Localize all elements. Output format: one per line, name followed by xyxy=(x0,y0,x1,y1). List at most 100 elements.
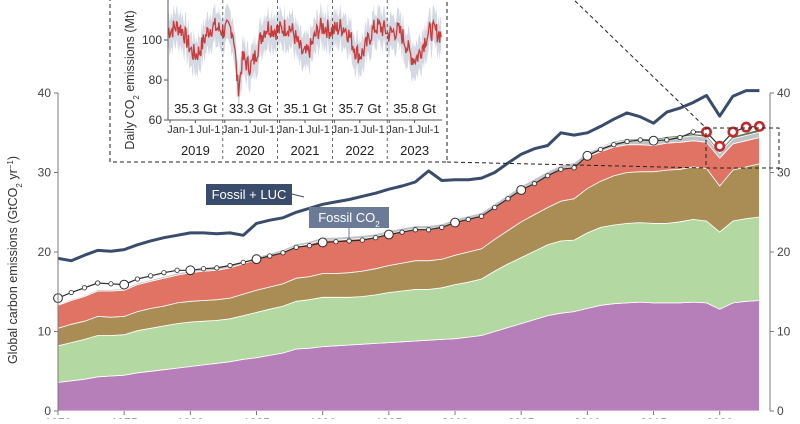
marker-2012 xyxy=(611,142,617,148)
marker-2006 xyxy=(531,181,538,187)
marker-open-2023 xyxy=(753,120,765,132)
inset-y-title-tail: emissions (Mt) xyxy=(123,10,137,95)
fossil-markers xyxy=(53,120,765,304)
marker-1981 xyxy=(200,266,207,272)
inset-y-axis-title: Daily CO2 emissions (Mt) xyxy=(123,10,141,149)
inset-month-label: Jul-1 xyxy=(196,124,220,136)
marker-2008 xyxy=(558,166,564,172)
y-tick-label-left: 40 xyxy=(38,86,52,100)
inset-month-label: Jan-1 xyxy=(167,124,195,136)
inset-y-tick-label: 100 xyxy=(142,33,162,47)
inset-connectors xyxy=(446,0,780,169)
y-tick-label-right: 30 xyxy=(777,166,791,180)
inset-year-label-2020: 2020 xyxy=(236,143,265,158)
marker-1995 xyxy=(383,229,394,240)
inset-month-label: Jul-1 xyxy=(416,124,440,136)
inset-month-label: Jan-1 xyxy=(386,124,414,136)
fossil-luc-leader xyxy=(291,193,305,198)
marker-1988 xyxy=(293,244,299,250)
marker-1984 xyxy=(240,259,246,265)
marker-1985 xyxy=(251,254,262,265)
marker-1996 xyxy=(399,229,405,235)
main-chart: 0010102020303040401970197519801985199019… xyxy=(6,86,791,424)
marker-open-2022 xyxy=(740,121,752,133)
marker-2009 xyxy=(571,165,577,171)
marker-2011 xyxy=(598,146,604,153)
marker-2016 xyxy=(664,137,670,143)
marker-2017 xyxy=(677,134,683,141)
y-axis-title-part: 2 xyxy=(15,183,24,188)
marker-1974 xyxy=(108,281,114,287)
inset-y-title-part: Daily CO xyxy=(123,99,137,149)
fossil-co2-label-box xyxy=(309,207,389,228)
inset-year-label-2021: 2021 xyxy=(291,143,320,158)
marker-2005 xyxy=(516,185,527,195)
inset-month-label: Jul-1 xyxy=(306,124,330,136)
marker-1993 xyxy=(359,237,365,243)
inset-month-label: Jan-1 xyxy=(332,124,360,136)
y-tick-label-left: 20 xyxy=(38,245,52,259)
inset-month-label: Jul-1 xyxy=(251,124,275,136)
marker-2015 xyxy=(648,135,659,146)
annual-total-2021: 35.1 Gt xyxy=(284,101,327,116)
annual-total-2019: 35.3 Gt xyxy=(174,101,217,116)
stacked-areas xyxy=(57,128,760,412)
fossil-co2-label: Fossil CO2 xyxy=(318,210,380,229)
marker-1973 xyxy=(95,280,101,286)
connector-upper xyxy=(573,0,707,129)
marker-2001 xyxy=(465,216,471,223)
daily-emissions-line xyxy=(167,17,442,97)
y-tick-label-left: 30 xyxy=(38,166,52,180)
marker-1977 xyxy=(148,273,154,279)
connector-lower xyxy=(446,161,707,169)
y-tick-label-right: 20 xyxy=(777,245,791,259)
marker-2002 xyxy=(478,213,485,219)
y-tick-label-right: 40 xyxy=(777,86,791,100)
inset-month-label: Jul-1 xyxy=(361,124,385,136)
marker-1982 xyxy=(214,265,220,271)
marker-1997 xyxy=(412,227,418,233)
marker-2014 xyxy=(637,137,643,143)
inset-year-label-2022: 2022 xyxy=(345,143,374,158)
marker-open-2020 xyxy=(714,140,726,152)
marker-1986 xyxy=(267,253,273,259)
marker-1991 xyxy=(333,239,339,245)
marker-1990 xyxy=(317,237,328,248)
fossil-luc-label-box xyxy=(206,184,292,205)
marker-2000 xyxy=(450,217,460,228)
zoom-box xyxy=(705,127,780,169)
fossil-co2-label-sub: 2 xyxy=(375,220,380,229)
marker-1989 xyxy=(306,243,313,249)
fossil-luc-line xyxy=(57,89,760,263)
marker-open-2021 xyxy=(727,126,739,138)
inset-year-label-2023: 2023 xyxy=(400,143,429,158)
marker-1979 xyxy=(174,267,180,273)
inset-month-label: Jan-1 xyxy=(277,124,305,136)
y-tick-label-right: 10 xyxy=(777,325,791,339)
marker-2004 xyxy=(505,196,511,202)
fossil-luc-label: Fossil + LUC xyxy=(212,187,287,202)
marker-2018 xyxy=(690,129,696,135)
marker-1980 xyxy=(185,265,196,276)
marker-1971 xyxy=(68,289,74,296)
marker-1998 xyxy=(425,227,432,233)
marker-1983 xyxy=(227,262,233,269)
series-labels: Fossil + LUC Fossil CO2 xyxy=(206,184,389,240)
marker-2007 xyxy=(545,173,551,179)
inset-y-title-sub: 2 xyxy=(132,95,141,100)
marker-1976 xyxy=(134,276,141,282)
y-axis-title-part: Global carbon emissions (GtCO xyxy=(6,187,20,364)
inset-y-tick-label: 80 xyxy=(149,73,163,87)
inset-y-tick-label: 60 xyxy=(149,113,163,127)
fossil-co2-label-text: Fossil CO xyxy=(318,210,375,225)
marker-1972 xyxy=(81,285,88,291)
marker-1999 xyxy=(439,224,445,230)
marker-2010 xyxy=(582,150,593,161)
y-tick-label-left: 10 xyxy=(38,325,52,339)
y-axis-title: Global carbon emissions (GtCO2 yr−1) xyxy=(6,156,24,364)
marker-1978 xyxy=(161,270,167,276)
daily-range-band xyxy=(168,1,442,115)
